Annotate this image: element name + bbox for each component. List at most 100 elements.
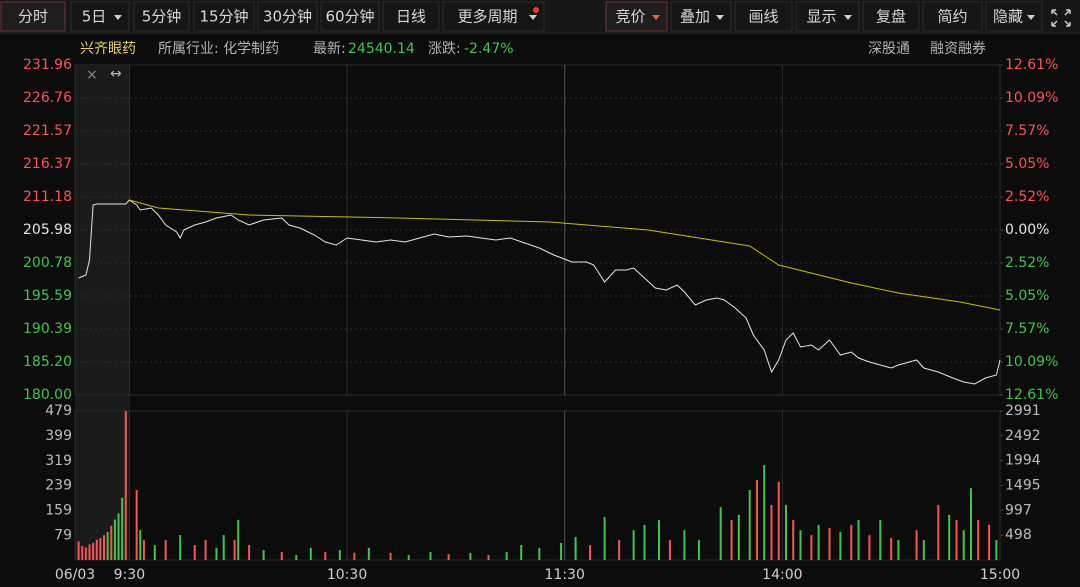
volume-bar — [95, 539, 98, 560]
toolbar-button[interactable] — [320, 1, 380, 32]
y2-tick-label: 2492 — [1005, 428, 1041, 444]
volume-bar — [792, 519, 795, 560]
link[interactable]: 深股通 — [868, 41, 910, 57]
fullscreen-icon[interactable] — [1051, 9, 1071, 27]
volume-bar — [179, 535, 182, 560]
volume-bar — [784, 504, 787, 560]
y-tick-label: 221.57 — [23, 123, 72, 139]
toolbar-button[interactable] — [670, 1, 732, 32]
toolbar-label: 分时 — [18, 8, 48, 26]
volume-bar — [469, 552, 472, 560]
toolbar-button[interactable] — [985, 1, 1043, 32]
expand-icon[interactable]: ↔ — [110, 66, 122, 82]
dropdown-arrow — [114, 15, 122, 20]
volume-bar — [683, 530, 686, 560]
volume-bar — [215, 547, 218, 560]
toolbar-label: 显示 — [806, 8, 836, 26]
toolbar-label: 复盘 — [876, 8, 906, 26]
volume-bar — [969, 488, 972, 560]
y2-tick-label: 12.61% — [1005, 57, 1058, 73]
volume-bar — [309, 547, 312, 560]
toolbar-button[interactable] — [70, 1, 130, 32]
notification-dot — [533, 7, 539, 13]
y2-tick-label: 10.09% — [1005, 90, 1058, 106]
volume-bar — [124, 411, 127, 560]
y-tick-label: 239 — [45, 478, 72, 494]
toolbar-button[interactable] — [734, 1, 793, 32]
x-tick-label: 9:30 — [114, 567, 145, 583]
volume-bar — [810, 535, 813, 560]
toolbar-label: 15分钟 — [199, 8, 248, 26]
toolbar-button[interactable] — [133, 1, 190, 32]
toolbar-button[interactable] — [257, 1, 318, 32]
volume-bar — [603, 517, 606, 560]
y-tick-label: 205.98 — [23, 222, 72, 238]
volume-bar — [755, 480, 758, 560]
toolbar-button[interactable] — [922, 1, 983, 32]
volume-bar — [988, 524, 991, 560]
volume-bar — [737, 514, 740, 560]
volume-bar — [324, 551, 327, 560]
y-tick-label: 195.59 — [23, 288, 72, 304]
x-tick-label: 06/03 — [55, 567, 95, 583]
y2-tick-label: 498 — [1005, 527, 1032, 543]
y2-tick-label: 5.05% — [1005, 288, 1049, 304]
toolbar-button[interactable] — [862, 1, 920, 32]
toolbar — [0, 0, 1080, 33]
volume-bar — [110, 525, 113, 560]
volume-bar — [295, 555, 298, 560]
volume-bar — [995, 540, 998, 560]
volume-bar — [730, 519, 733, 560]
toolbar-button[interactable] — [795, 1, 860, 32]
y2-tick-label: 7.57% — [1005, 321, 1049, 337]
volume-bar — [850, 524, 853, 560]
volume-bar — [955, 519, 958, 560]
y-tick-label: 226.76 — [23, 90, 72, 106]
volume-bar — [505, 551, 508, 560]
volume-bar — [233, 540, 236, 560]
volume-bar — [574, 536, 577, 560]
volume-bar — [817, 524, 820, 560]
y-tick-label: 216.37 — [23, 156, 72, 172]
x-tick-label: 11:30 — [545, 567, 585, 583]
close-icon[interactable]: × — [86, 67, 98, 83]
volume-bar — [948, 514, 951, 560]
volume-bar — [353, 552, 356, 560]
toolbar-label: 5日 — [82, 8, 107, 26]
y-tick-label: 159 — [45, 503, 72, 519]
volume-bar — [81, 546, 84, 560]
fullscreen-glyph — [1051, 9, 1071, 27]
volume-bar — [487, 555, 490, 560]
industry: 所属行业: 化学制药 — [158, 41, 279, 57]
toolbar-label: 竞价 — [615, 8, 645, 26]
volume-bar — [106, 532, 109, 560]
volume-bar — [222, 535, 225, 560]
price-line — [129, 199, 1001, 311]
toolbar-button[interactable] — [0, 1, 66, 32]
toolbar-button[interactable] — [193, 1, 255, 32]
dropdown-arrow — [716, 15, 724, 20]
toolbar-button[interactable] — [382, 1, 440, 32]
volume-bar — [338, 550, 341, 560]
dropdown-arrow — [652, 15, 660, 20]
y2-tick-label: 7.57% — [1005, 123, 1049, 139]
toolbar-button[interactable] — [442, 1, 545, 32]
latest-label: 最新: — [313, 41, 346, 57]
y2-tick-label: 5.05% — [1005, 156, 1049, 172]
x-tick-label: 15:00 — [980, 567, 1020, 583]
volume-bar — [962, 530, 965, 560]
volume-bar — [839, 532, 842, 560]
volume-bar — [113, 519, 116, 560]
link[interactable]: 融资融券 — [930, 41, 986, 57]
y2-tick-label: 0.00% — [1005, 222, 1049, 238]
volume-bar — [890, 537, 893, 560]
volume-bar — [142, 540, 145, 560]
volume-bar — [777, 481, 780, 560]
y2-tick-label: 2.52% — [1005, 255, 1049, 271]
volume-bar — [407, 555, 410, 560]
volume-bar — [103, 535, 106, 560]
dropdown-arrow — [1027, 15, 1035, 20]
y-tick-label: 399 — [45, 428, 72, 444]
